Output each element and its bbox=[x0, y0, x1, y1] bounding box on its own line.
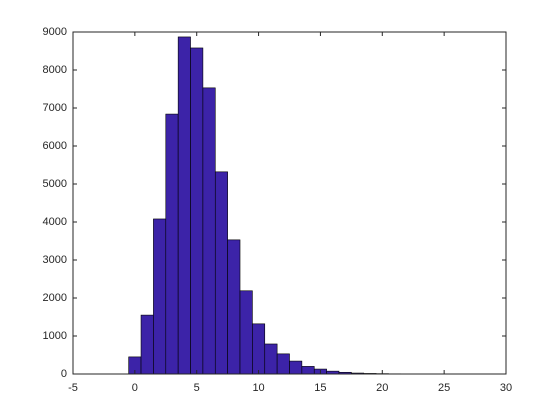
x-tick-label: -5 bbox=[68, 382, 78, 394]
y-tick-label: 2000 bbox=[43, 292, 67, 304]
x-tick-label: 20 bbox=[376, 382, 388, 394]
x-tick-label: 10 bbox=[252, 382, 264, 394]
y-tick-label: 7000 bbox=[43, 102, 67, 114]
bar bbox=[190, 47, 204, 375]
x-tick-label: 5 bbox=[194, 382, 200, 394]
x-tick-label: 25 bbox=[438, 382, 450, 394]
y-tick-label: 6000 bbox=[43, 140, 67, 152]
bar bbox=[165, 113, 179, 375]
bar bbox=[227, 239, 241, 375]
x-tick-label: 30 bbox=[500, 382, 512, 394]
y-tick-label: 9000 bbox=[43, 26, 67, 38]
y-tick-label: 3000 bbox=[43, 254, 67, 266]
bar bbox=[140, 314, 154, 375]
bar bbox=[202, 87, 216, 375]
bar bbox=[276, 353, 290, 375]
bar bbox=[177, 36, 191, 375]
x-tick-label: 0 bbox=[132, 382, 138, 394]
axes-box bbox=[72, 31, 507, 375]
bar bbox=[252, 323, 266, 375]
y-tick-label: 8000 bbox=[43, 64, 67, 76]
y-tick-label: 1000 bbox=[43, 330, 67, 342]
bar bbox=[214, 171, 228, 375]
y-tick-label: 4000 bbox=[43, 216, 67, 228]
y-tick-label: 5000 bbox=[43, 178, 67, 190]
bar bbox=[289, 360, 303, 375]
y-tick-label: 0 bbox=[61, 368, 67, 380]
x-tick-label: 15 bbox=[314, 382, 326, 394]
bar bbox=[301, 366, 315, 375]
bar bbox=[239, 290, 253, 375]
bar bbox=[264, 343, 278, 375]
bar bbox=[153, 218, 167, 375]
